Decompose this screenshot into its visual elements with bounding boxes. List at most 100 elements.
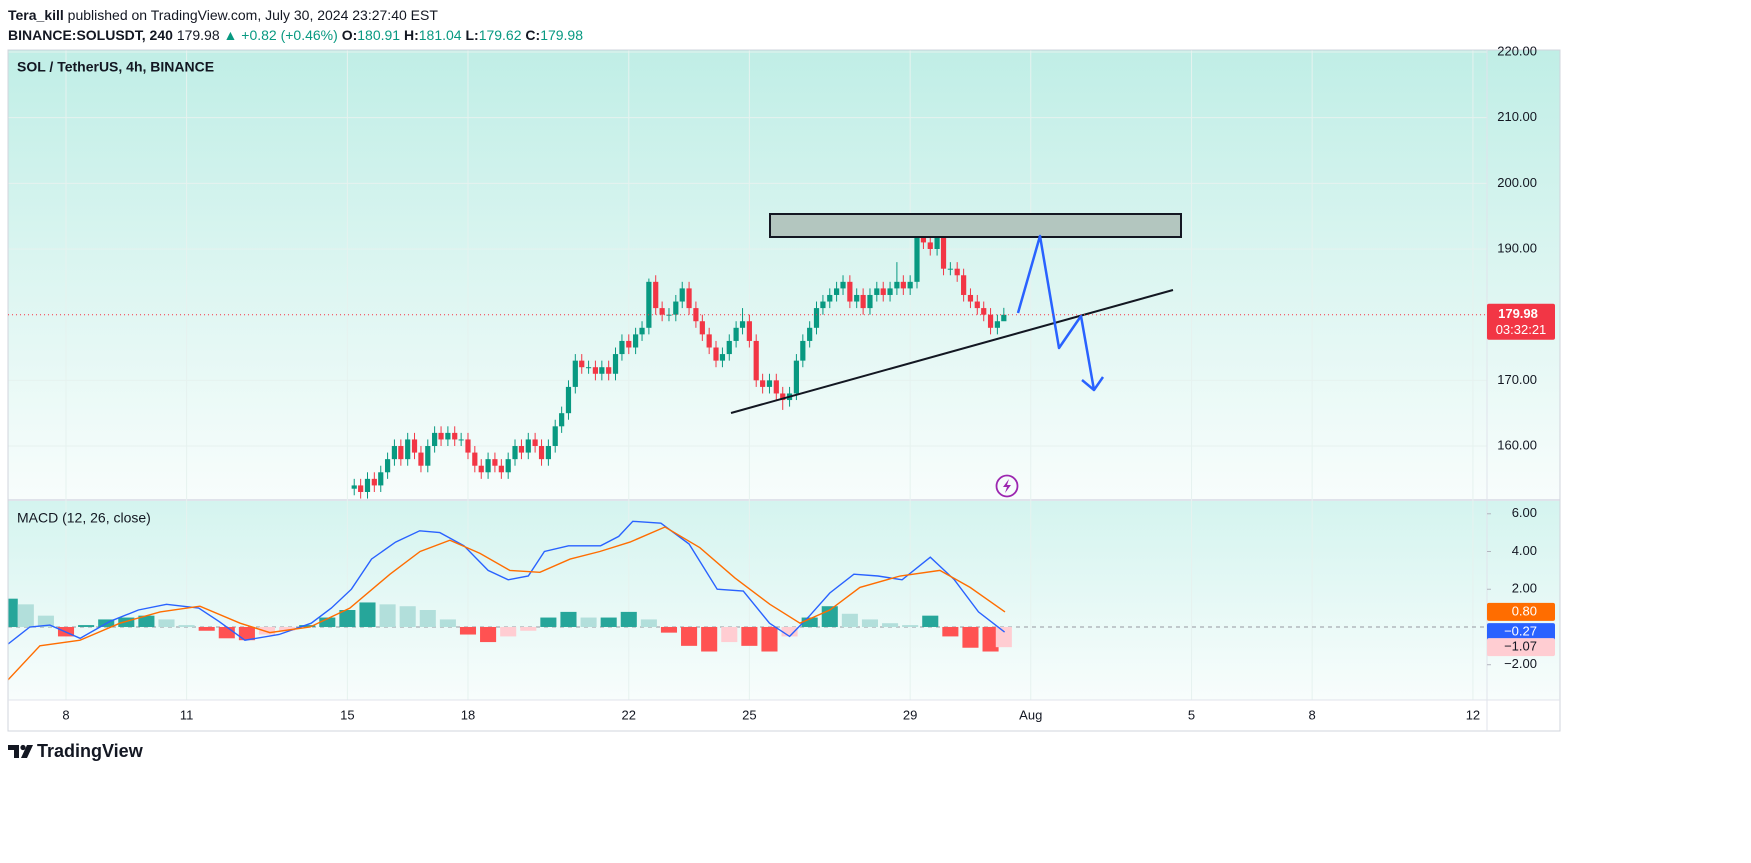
candle-body bbox=[458, 439, 464, 441]
candle-body bbox=[445, 432, 451, 440]
last-price-label: 179.98 bbox=[1498, 306, 1538, 321]
histogram-bar bbox=[540, 617, 557, 627]
histogram-bar bbox=[37, 615, 54, 627]
value-tag-label: −1.07 bbox=[1504, 639, 1537, 654]
y-tick-label: 6.00 bbox=[1512, 505, 1537, 520]
candle-body bbox=[927, 242, 933, 249]
logo bbox=[8, 744, 33, 758]
candle-body bbox=[874, 288, 880, 295]
histogram-bar bbox=[399, 606, 416, 627]
candle-body bbox=[679, 288, 685, 302]
histogram-bar bbox=[8, 598, 18, 627]
candle-body bbox=[780, 393, 786, 401]
indicator-title: MACD (12, 26, close) bbox=[17, 510, 151, 526]
histogram-bar bbox=[640, 619, 657, 627]
histogram-bar bbox=[882, 623, 899, 627]
histogram-bar bbox=[78, 625, 95, 627]
histogram-bar bbox=[801, 617, 818, 627]
candle-body bbox=[934, 235, 940, 249]
histogram-bar bbox=[359, 602, 376, 627]
histogram-bar bbox=[459, 626, 477, 635]
countdown: 03:32:21 bbox=[1496, 322, 1547, 337]
histogram-bar bbox=[962, 626, 979, 648]
candle-body bbox=[559, 413, 565, 427]
histogram-bar bbox=[660, 626, 678, 633]
candle-body bbox=[760, 380, 766, 387]
candle-body bbox=[719, 354, 726, 361]
histogram-bar bbox=[138, 615, 155, 627]
candle-body bbox=[739, 321, 746, 328]
candle-body bbox=[599, 367, 605, 374]
last: 179.98 bbox=[176, 27, 220, 43]
candle-body bbox=[800, 340, 806, 361]
x-tick-label: 29 bbox=[903, 707, 917, 722]
histogram-bar bbox=[520, 626, 537, 631]
logo-mark bbox=[21, 745, 33, 758]
candle-body bbox=[619, 340, 625, 355]
histogram-bar bbox=[995, 626, 1012, 648]
candle-body bbox=[565, 386, 572, 414]
y-tick-label: −2.00 bbox=[1504, 656, 1537, 671]
candle-body bbox=[880, 288, 886, 295]
event-icon-bolt bbox=[1003, 479, 1011, 493]
candle-body bbox=[438, 432, 444, 440]
candle-body bbox=[907, 281, 913, 289]
histogram-bar bbox=[178, 625, 195, 627]
candle-body bbox=[411, 439, 418, 453]
candle-body bbox=[646, 281, 652, 328]
candle-body bbox=[532, 439, 538, 447]
candle-body bbox=[961, 275, 967, 295]
histogram-bar bbox=[218, 626, 235, 639]
symbol: BINANCE:SOLUSDT, 240 bbox=[8, 27, 173, 43]
candle-body bbox=[378, 472, 384, 486]
x-tick-label: 18 bbox=[461, 707, 475, 722]
candle-body bbox=[653, 281, 659, 309]
candle-body bbox=[766, 380, 773, 387]
histogram-bar bbox=[761, 626, 778, 652]
x-tick-label: 12 bbox=[1466, 707, 1480, 722]
histogram-bar bbox=[279, 626, 296, 631]
candle-body bbox=[478, 465, 484, 473]
header-line: BINANCE:SOLUSDT, 240 179.98 ▲ +0.82 (+0.… bbox=[8, 25, 583, 45]
o-label: O: bbox=[341, 27, 358, 43]
event-icon[interactable] bbox=[995, 474, 1019, 498]
candle-body bbox=[612, 354, 619, 374]
header: Tera_kill published on TradingView.com, … bbox=[8, 5, 583, 45]
candle-body bbox=[981, 308, 987, 315]
candle-body bbox=[673, 301, 679, 315]
candle-body bbox=[699, 321, 705, 335]
x-tick-label: Aug bbox=[1019, 707, 1042, 722]
histogram-bar bbox=[701, 626, 718, 652]
x-tick-label: 11 bbox=[180, 707, 194, 722]
candle-body bbox=[693, 308, 699, 322]
x-tick-label: 15 bbox=[340, 707, 354, 722]
value-tag bbox=[1487, 602, 1555, 621]
candle-body bbox=[505, 459, 511, 473]
candle-body bbox=[492, 459, 498, 466]
logo-dot bbox=[20, 744, 26, 751]
candle-body bbox=[485, 459, 491, 473]
brand: TradingView bbox=[37, 741, 144, 761]
candle-body bbox=[465, 439, 471, 453]
histogram-bar bbox=[158, 619, 175, 627]
candle-body bbox=[579, 360, 585, 368]
logo-mark bbox=[8, 745, 19, 758]
candle-body bbox=[833, 288, 840, 295]
histogram-bar bbox=[580, 617, 597, 627]
resistance-zone bbox=[769, 213, 1182, 238]
candle-body bbox=[940, 235, 947, 269]
candle-body bbox=[572, 360, 578, 387]
histogram-bar bbox=[238, 626, 255, 641]
histogram-bar bbox=[299, 625, 316, 627]
candle-body bbox=[358, 485, 364, 492]
candle-body bbox=[847, 281, 853, 302]
histogram-bar bbox=[721, 626, 738, 643]
histogram-bar bbox=[922, 615, 939, 627]
candle-body bbox=[773, 380, 779, 394]
price-plot bbox=[351, 222, 1007, 499]
histogram-bar bbox=[379, 604, 396, 627]
y-tick-label: 4.00 bbox=[1512, 543, 1537, 558]
histogram-bar bbox=[339, 610, 356, 627]
header-line: Tera_kill published on TradingView.com, … bbox=[8, 5, 583, 25]
last-price-tag bbox=[1487, 303, 1555, 340]
